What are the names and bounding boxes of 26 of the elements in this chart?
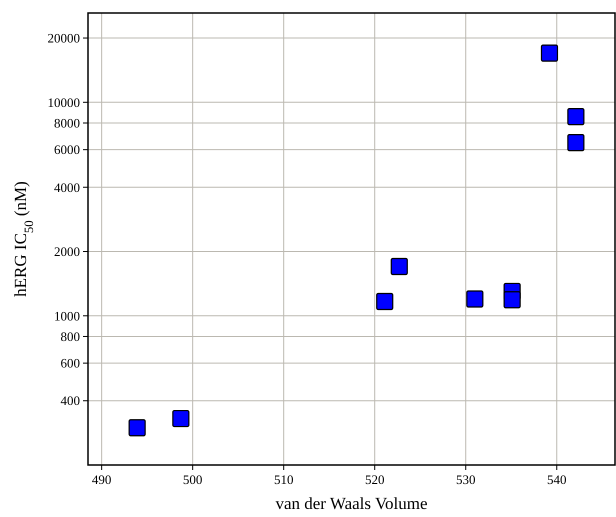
x-tick-label: 530 [456, 472, 476, 487]
y-tick-label: 8000 [54, 115, 80, 130]
point [128, 419, 146, 436]
y-tick-label: 800 [60, 328, 80, 344]
point [504, 291, 521, 308]
x-tick-label: 490 [92, 472, 112, 487]
y-tick-label: 6000 [54, 142, 80, 158]
y-tick-label: 20000 [48, 30, 80, 46]
y-tick-label: 400 [60, 393, 80, 408]
point [390, 258, 408, 276]
point [376, 292, 394, 310]
y-tick-label: 10000 [48, 94, 80, 110]
point [172, 410, 190, 428]
y-tick-label: 1000 [54, 308, 80, 324]
x-tick-label: 500 [182, 472, 202, 487]
point [540, 44, 558, 62]
point [466, 290, 484, 308]
y-tick-label: 2000 [54, 244, 80, 260]
point [567, 134, 584, 152]
x-tick-label: 540 [547, 472, 566, 487]
point [567, 108, 584, 126]
x-tick-label: 520 [364, 472, 384, 487]
x-axis-title: van der Waals Volume [275, 494, 428, 513]
x-tick-label: 510 [274, 472, 294, 487]
y-tick-label: 4000 [54, 180, 80, 195]
y-tick-label: 600 [60, 356, 80, 371]
